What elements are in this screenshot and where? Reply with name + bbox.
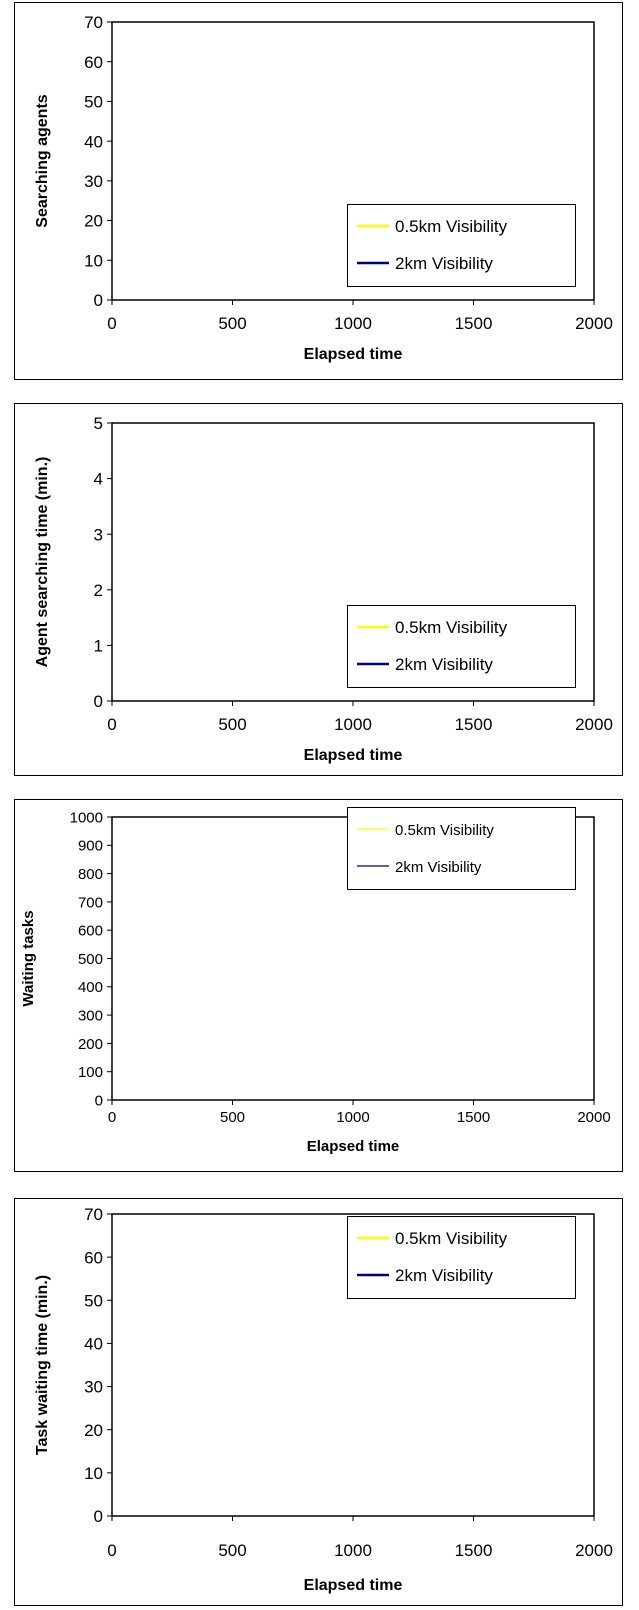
y-tick-label-1-0: 0	[94, 291, 103, 310]
legend-label-1-1: 0.5km Visibility	[395, 217, 508, 236]
y-tick-label-2-0: 0	[94, 692, 103, 711]
chart-svg-1: 0 10 20 30 40 50 60 70 0 500 1000 1500 2000 Elapsed t…	[14, 2, 623, 380]
y-tick-label-1-60: 60	[84, 53, 103, 72]
y-axis-title-3: Waiting tasks	[20, 910, 37, 1006]
x-tick-label-3-0: 0	[108, 1109, 116, 1126]
y-tick-label-2-1: 1	[94, 637, 103, 656]
chart-panel-3: 0 100 200 300 400 500 600 700 800 900 1000 0 500 1000…	[0, 797, 638, 1174]
y-tick-label-3-600: 600	[78, 923, 103, 940]
y-axis-title-4: Task waiting time (min.)	[34, 1275, 51, 1455]
x-tick-label-4-2000: 2000	[575, 1541, 613, 1560]
x-tick-label-2-0: 0	[107, 715, 116, 734]
y-tick-label-3-200: 200	[78, 1036, 103, 1053]
y-tick-label-2-2: 2	[94, 581, 103, 600]
x-tick-label-1-500: 500	[218, 314, 246, 333]
y-tick-label-4-10: 10	[84, 1464, 103, 1483]
legend-label-2-1: 0.5km Visibility	[395, 618, 508, 637]
y-tick-label-1-20: 20	[84, 212, 103, 231]
y-tick-label-1-70: 70	[84, 13, 103, 32]
y-tick-label-4-20: 20	[84, 1421, 103, 1440]
x-axis-title-2: Elapsed time	[304, 747, 403, 764]
y-tick-label-1-40: 40	[84, 132, 103, 151]
y-tick-label-1-50: 50	[84, 93, 103, 112]
x-tick-label-4-1000: 1000	[334, 1541, 372, 1560]
x-tick-label-1-2000: 2000	[575, 314, 613, 333]
x-tick-label-4-500: 500	[218, 1541, 246, 1560]
x-tick-label-2-1500: 1500	[455, 715, 493, 734]
chart-svg-4: 0 10 20 30 40 50 60 70 0 500 1000 1500 2000 Elapsed t…	[14, 1198, 623, 1606]
x-tick-label-1-0: 0	[107, 314, 116, 333]
y-tick-label-4-70: 70	[84, 1205, 103, 1224]
y-tick-label-3-700: 700	[78, 894, 103, 911]
legend-4	[347, 1216, 576, 1299]
y-tick-label-4-30: 30	[84, 1378, 103, 1397]
x-axis-title-1: Elapsed time	[304, 346, 403, 363]
chart-panel-1: 0 10 20 30 40 50 60 70 0 500 1000 1500 2000 Elapsed t…	[0, 0, 638, 382]
y-tick-label-3-300: 300	[78, 1008, 103, 1025]
y-tick-label-3-500: 500	[78, 951, 103, 968]
x-tick-label-1-1500: 1500	[455, 314, 493, 333]
x-tick-label-4-1500: 1500	[455, 1541, 493, 1560]
y-axis-title-1: Searching agents	[34, 94, 51, 227]
legend-1	[347, 204, 576, 287]
y-tick-label-4-40: 40	[84, 1335, 103, 1354]
y-tick-label-4-60: 60	[84, 1248, 103, 1267]
x-tick-label-2-500: 500	[218, 715, 246, 734]
chart-panel-4: 0 10 20 30 40 50 60 70 0 500 1000 1500 2000 Elapsed t…	[0, 1196, 638, 1608]
y-tick-label-3-900: 900	[78, 838, 103, 855]
chart-svg-3: 0 100 200 300 400 500 600 700 800 900 1000 0 500 1000…	[14, 799, 623, 1172]
legend-label-4-2: 2km Visibility	[395, 1266, 493, 1285]
x-tick-label-3-500: 500	[220, 1109, 245, 1126]
chart-svg-2: 0 1 2 3 4 5 0 500 1000 1500 2000 Elapsed time Agent …	[14, 403, 623, 776]
legend-3	[347, 807, 576, 890]
y-tick-label-3-100: 100	[78, 1064, 103, 1081]
legend-label-3-2: 2km Visibility	[395, 859, 482, 876]
x-axis-title-3: Elapsed time	[307, 1138, 400, 1155]
x-tick-label-3-2000: 2000	[577, 1109, 610, 1126]
y-tick-label-3-1000: 1000	[70, 809, 103, 826]
y-tick-label-4-50: 50	[84, 1291, 103, 1310]
x-tick-label-1-1000: 1000	[334, 314, 372, 333]
legend-label-1-2: 2km Visibility	[395, 254, 493, 273]
y-tick-label-2-4: 4	[94, 470, 103, 489]
y-tick-label-3-0: 0	[95, 1092, 103, 1109]
legend-label-4-1: 0.5km Visibility	[395, 1229, 508, 1248]
y-tick-label-3-800: 800	[78, 866, 103, 883]
y-tick-label-2-3: 3	[94, 525, 103, 544]
chart-panel-2: 0 1 2 3 4 5 0 500 1000 1500 2000 Elapsed time Agent …	[0, 401, 638, 778]
y-tick-label-1-10: 10	[84, 251, 103, 270]
y-tick-label-3-400: 400	[78, 979, 103, 996]
x-tick-label-2-2000: 2000	[575, 715, 613, 734]
legend-label-2-2: 2km Visibility	[395, 655, 493, 674]
x-tick-label-4-0: 0	[107, 1541, 116, 1560]
x-tick-label-3-1000: 1000	[336, 1109, 369, 1126]
legend-label-3-1: 0.5km Visibility	[395, 822, 494, 839]
legend-2	[347, 605, 576, 688]
x-tick-label-2-1000: 1000	[334, 715, 372, 734]
y-axis-title-2: Agent searching time (min.)	[34, 457, 51, 668]
x-axis-title-4: Elapsed time	[304, 1577, 403, 1594]
y-tick-label-2-5: 5	[94, 414, 103, 433]
y-tick-label-1-30: 30	[84, 172, 103, 191]
y-tick-label-4-0: 0	[94, 1507, 103, 1526]
x-tick-label-3-1500: 1500	[457, 1109, 490, 1126]
